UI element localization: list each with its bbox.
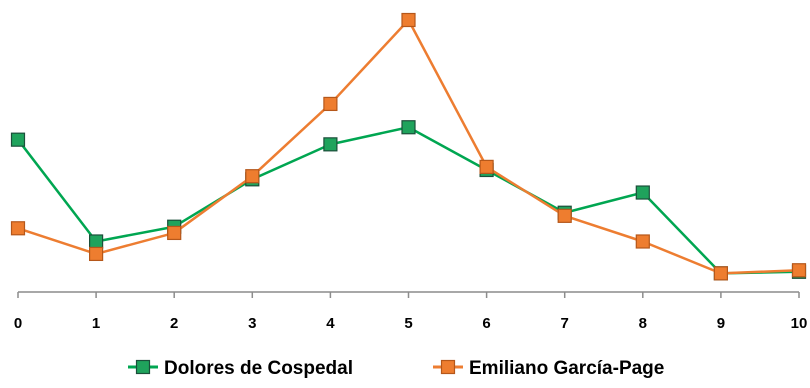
data-point xyxy=(245,169,260,184)
x-tick-label: 5 xyxy=(404,315,412,332)
data-point xyxy=(791,263,807,278)
data-point xyxy=(635,185,650,200)
data-point xyxy=(88,234,104,249)
x-tick-label: 7 xyxy=(561,315,569,332)
x-tick-label: 6 xyxy=(482,315,490,332)
series-line xyxy=(16,125,801,275)
x-tick-label: 1 xyxy=(92,315,100,332)
data-point xyxy=(323,137,338,152)
data-point xyxy=(401,120,416,135)
x-tick-label: 3 xyxy=(248,315,256,332)
x-tick-label: 2 xyxy=(170,315,178,332)
data-point xyxy=(88,246,104,262)
x-tick-label: 8 xyxy=(639,315,647,332)
series-1 xyxy=(10,120,807,281)
x-tick-label: 0 xyxy=(14,315,22,332)
plot-area xyxy=(10,12,807,281)
data-point xyxy=(10,132,26,147)
data-point xyxy=(713,266,729,281)
legend-label: Emiliano García-Page xyxy=(469,358,664,379)
legend-marker xyxy=(135,359,151,375)
data-point xyxy=(635,234,650,249)
legend-item-1: Dolores de Cospedal xyxy=(128,358,353,379)
x-axis: 0 1 2 3 4 5 6 7 8 9 10 xyxy=(14,291,808,332)
data-point xyxy=(323,96,338,112)
series-2 xyxy=(10,12,807,281)
legend-label: Dolores de Cospedal xyxy=(164,358,353,379)
x-tick-label: 4 xyxy=(326,315,335,332)
legend: Dolores de Cospedal Emiliano García-Page xyxy=(128,358,664,379)
data-point xyxy=(10,221,26,236)
legend-item-2: Emiliano García-Page xyxy=(433,358,664,379)
data-point xyxy=(557,208,572,223)
data-point xyxy=(479,159,494,174)
x-tick-label: 10 xyxy=(791,315,808,332)
data-point xyxy=(167,225,182,241)
x-tick-label: 9 xyxy=(717,315,725,332)
legend-marker xyxy=(440,359,456,375)
data-point xyxy=(401,12,416,28)
